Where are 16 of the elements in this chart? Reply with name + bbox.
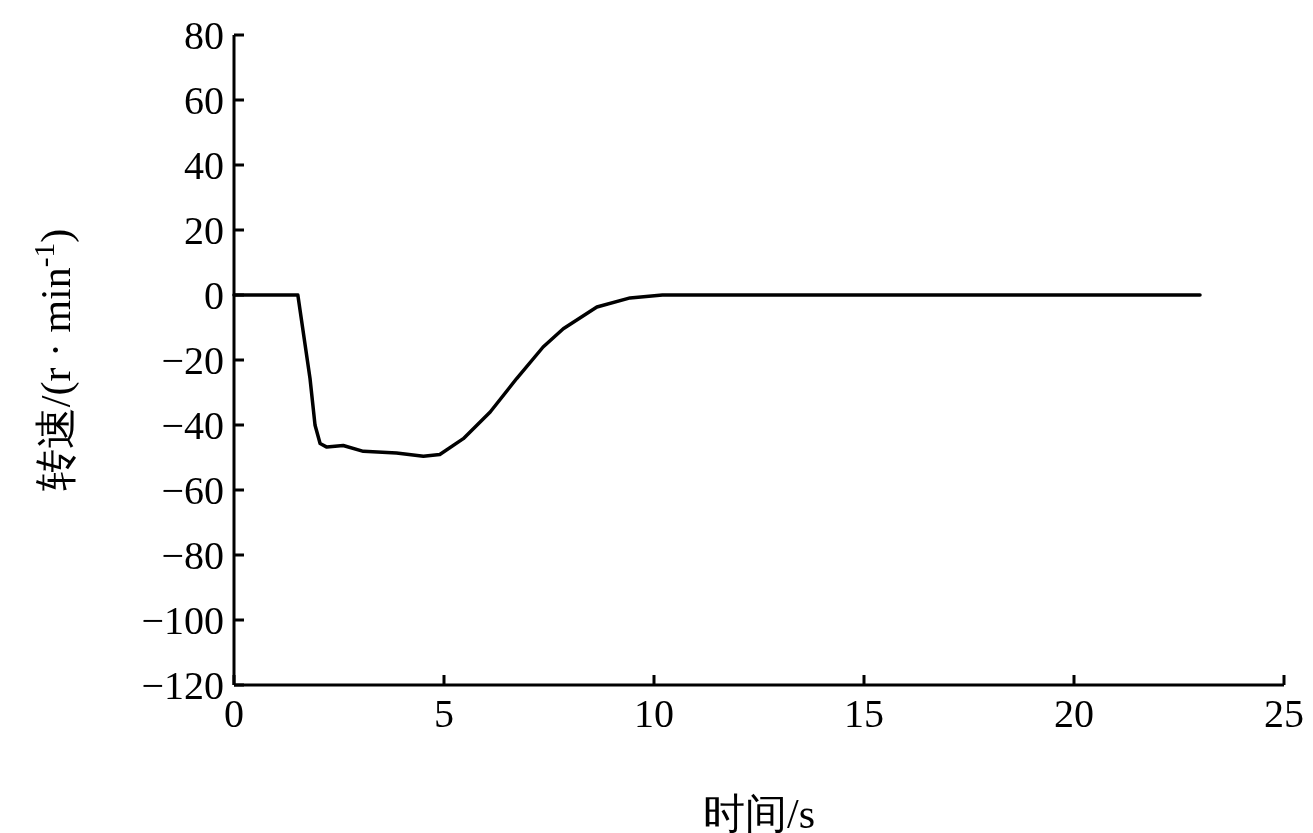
x-tick-label: 15: [844, 691, 884, 736]
x-tick-label: 20: [1054, 691, 1094, 736]
y-tick-label: 60: [184, 78, 224, 123]
y-tick-label: −40: [161, 403, 224, 448]
x-tick-label: 10: [634, 691, 674, 736]
y-tick-label: 0: [204, 273, 224, 318]
y-tick-label: −60: [161, 468, 224, 513]
y-tick-label: −80: [161, 533, 224, 578]
x-tick-label: 5: [434, 691, 454, 736]
y-tick-label: 20: [184, 208, 224, 253]
y-tick-label: 80: [184, 13, 224, 58]
y-tick-label: −100: [141, 598, 224, 643]
y-tick-label: 40: [184, 143, 224, 188]
y-tick-label: −120: [141, 663, 224, 708]
y-tick-label: −20: [161, 338, 224, 383]
x-tick-label: 25: [1264, 691, 1304, 736]
